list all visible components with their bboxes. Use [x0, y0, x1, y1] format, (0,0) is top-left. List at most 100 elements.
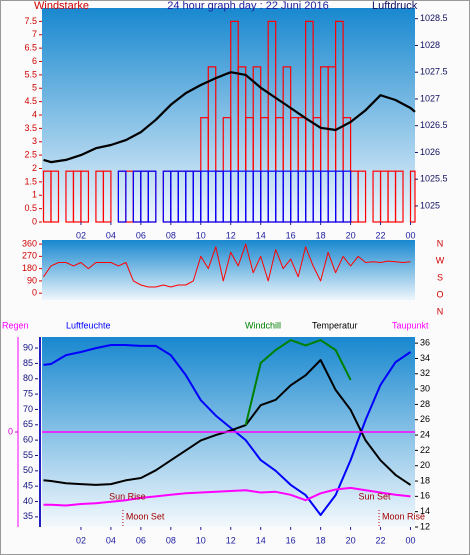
- x-tick-label: 10: [196, 230, 206, 240]
- x-tick-label: 04: [106, 230, 116, 240]
- tick-label: 1025: [420, 200, 440, 210]
- tick-label: 1025.5: [420, 174, 448, 184]
- x-tick-label: 20: [346, 230, 356, 240]
- marks: 0 0.5 1 1.5 2 2.5 3 3.5 4 4.5 5 5.5 6 6.5 7 7.5 1025 1025…: [2, 13, 448, 545]
- tick-label: 2.5: [24, 150, 37, 160]
- compass-label: N: [437, 306, 444, 316]
- tick-label: 36: [420, 338, 430, 348]
- tick-label: 5: [32, 83, 37, 93]
- tick-label: 65: [23, 419, 33, 429]
- tick-label: 75: [23, 388, 33, 398]
- tick-label: 26: [420, 414, 430, 424]
- wind-bar: [80, 170, 90, 223]
- x-tick-label: 14: [256, 230, 266, 240]
- series-line: [244, 339, 352, 426]
- tick-label: 34: [420, 353, 430, 363]
- wind-bar: [342, 170, 352, 223]
- legend-label: Taupunkt: [392, 320, 429, 330]
- tick-label: 6.5: [24, 43, 37, 53]
- series-line: [43, 243, 411, 288]
- tick-label: 60: [23, 435, 33, 445]
- tick-label: 4: [32, 109, 37, 119]
- x-tick-label: 22: [376, 230, 386, 240]
- tick-label: 1.5: [24, 176, 37, 186]
- tick-label: 22: [420, 445, 430, 455]
- y-axis-label: Windstarke: [34, 0, 89, 12]
- tick-label: 1027: [420, 93, 440, 103]
- tick-label: 0: [32, 216, 37, 226]
- wind-bar: [117, 170, 127, 223]
- x-tick-label: 08: [166, 230, 176, 240]
- tick-label: 5.5: [24, 69, 37, 79]
- tick-label: 7: [32, 29, 37, 39]
- x-tick-label: 00: [405, 230, 415, 240]
- tick-label: 40: [23, 496, 33, 506]
- tick-label: 180: [22, 263, 37, 273]
- tick-label: 7.5: [24, 16, 37, 26]
- x-tick-label: 14: [256, 535, 266, 545]
- tick-label: 12: [420, 521, 430, 531]
- x-tick-label: 16: [286, 230, 296, 240]
- tick-label: 4.5: [24, 96, 37, 106]
- tick-label: 6: [32, 56, 37, 66]
- tick-label: 3.5: [24, 123, 37, 133]
- y2-axis-label: Luftdruck: [372, 0, 418, 12]
- tick-label: 360: [22, 238, 37, 248]
- x-tick-label: 12: [226, 535, 236, 545]
- x-tick-label: 16: [286, 535, 296, 545]
- tick-label: 14: [420, 506, 430, 516]
- tick-label: 1026.5: [420, 120, 448, 130]
- series-line: [43, 71, 416, 164]
- tick-label: 30: [420, 383, 430, 393]
- tick-label: 1028.5: [420, 13, 448, 23]
- wind-bar: [394, 170, 404, 223]
- x-tick-label: 00: [405, 535, 415, 545]
- compass-label: W: [436, 255, 445, 265]
- annotation: Moon Rise: [382, 511, 425, 521]
- series-line: [43, 486, 411, 507]
- legend-label: Temperatur: [312, 320, 358, 330]
- x-tick-label: 08: [166, 535, 176, 545]
- tick-label: 45: [23, 481, 33, 491]
- x-tick-label: 20: [346, 535, 356, 545]
- compass-label: O: [436, 289, 443, 299]
- x-tick-label: 06: [136, 230, 146, 240]
- tick-label: 270: [22, 251, 37, 261]
- x-tick-label: 18: [316, 230, 326, 240]
- tick-label: 1: [32, 190, 37, 200]
- compass-label: N: [437, 238, 444, 248]
- tick-label: 1027.5: [420, 67, 448, 77]
- tick-label: 1026: [420, 147, 440, 157]
- x-tick-label: 22: [376, 535, 386, 545]
- legend-label: Regen: [2, 320, 29, 330]
- legend-label: Luftfeuchte: [66, 320, 111, 330]
- annotation: Sun Set: [359, 491, 392, 501]
- tick-label: 90: [27, 275, 37, 285]
- tick-label: 80: [23, 373, 33, 383]
- tick-label: 20: [420, 460, 430, 470]
- tick-label: 3: [32, 136, 37, 146]
- tick-label: 35: [23, 511, 33, 521]
- wind-bar: [409, 170, 416, 223]
- wind-bar: [357, 170, 367, 223]
- tick-label: 28: [420, 399, 430, 409]
- tick-label: 1028: [420, 40, 440, 50]
- x-tick-label: 12: [226, 230, 236, 240]
- wind-bar: [50, 170, 60, 223]
- x-tick-label: 10: [196, 535, 206, 545]
- panel-direction: [42, 240, 415, 300]
- annotation: Moon Set: [126, 511, 165, 521]
- tick-label: 18: [420, 475, 430, 485]
- x-tick-label: 06: [136, 535, 146, 545]
- x-tick-label: 02: [76, 535, 86, 545]
- tick-label: 0.5: [24, 203, 37, 213]
- tick-label: 85: [23, 358, 33, 368]
- tick-label: 70: [23, 404, 33, 414]
- panel-wind: [42, 8, 415, 222]
- series-line: [43, 344, 412, 516]
- tick-label: 50: [23, 465, 33, 475]
- wind-bar: [102, 170, 112, 223]
- x-tick-label: 18: [316, 535, 326, 545]
- legend-label: Windchill: [245, 320, 281, 330]
